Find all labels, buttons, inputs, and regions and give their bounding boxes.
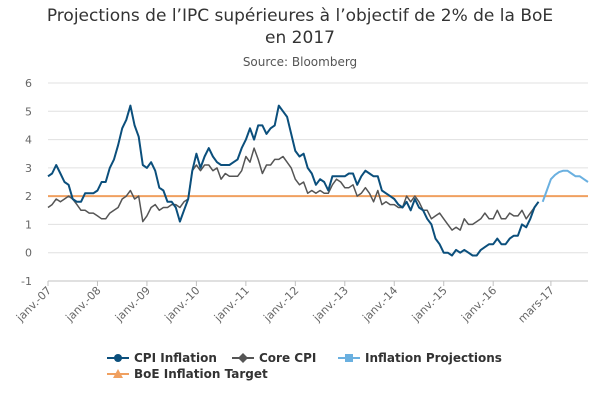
x-tick-label: mars-17: [516, 284, 557, 325]
x-tick-label: janv.-07: [13, 284, 54, 325]
y-axis: 6 5 4 3 2 1 0 -1: [21, 77, 32, 288]
y-tick-label: 4: [25, 134, 32, 147]
legend-item-cpi-inflation[interactable]: CPI Inflation: [107, 351, 217, 365]
legend-marker: [113, 369, 123, 378]
x-tick-label: janv.-15: [409, 284, 450, 325]
legend-item-inflation-projections[interactable]: Inflation Projections: [338, 351, 502, 365]
legend-label: Inflation Projections: [365, 351, 502, 365]
y-tick-label: 2: [25, 190, 32, 203]
legend-marker: [238, 353, 248, 363]
legend-item-core-cpi[interactable]: Core CPI: [232, 351, 316, 365]
x-tick-label: janv.-09: [112, 284, 153, 325]
x-tick-label: janv.-08: [63, 284, 104, 325]
y-tick-label: 3: [25, 162, 32, 175]
legend-label: BoE Inflation Target: [134, 367, 268, 381]
legend-item-boe-inflation-target[interactable]: BoE Inflation Target: [107, 367, 268, 381]
chart-title-line-1: Projections de l’IPC supérieures à l’obj…: [46, 6, 554, 26]
series-layer: [47, 104, 589, 257]
chart-subtitle: Source: Bloomberg: [242, 55, 358, 69]
x-tick-label: janv.-10: [162, 284, 203, 325]
legend[interactable]: CPI Inflation Core CPI Inflation Projectio…: [107, 351, 502, 381]
x-axis: janv.-07 janv.-08 janv.-09 janv.-10 janv.-11…: [13, 280, 588, 325]
legend-marker: [345, 354, 353, 362]
cpi-inflation-line: [47, 104, 540, 257]
legend-label: Core CPI: [259, 351, 316, 365]
x-tick-label: janv.-11: [211, 284, 252, 325]
legend-marker: [114, 354, 122, 362]
y-tick-label: 5: [25, 105, 32, 118]
chart-title-line-2: en 2017: [265, 28, 335, 48]
y-tick-label: 1: [25, 218, 32, 231]
x-tick-label: janv.-13: [310, 284, 351, 325]
x-tick-label: janv.-14: [359, 284, 400, 325]
x-tick-label: janv.-16: [458, 284, 499, 325]
inflation-projections-line: [541, 169, 589, 203]
chart-title: Projections de l’IPC supérieures à l’obj…: [0, 5, 600, 49]
x-tick-label: janv.-12: [261, 284, 302, 325]
y-tick-label: 0: [25, 247, 32, 260]
core-cpi-line: [47, 147, 540, 231]
y-tick-label: -1: [21, 275, 32, 288]
legend-label: CPI Inflation: [134, 351, 217, 365]
y-tick-label: 6: [25, 77, 32, 90]
